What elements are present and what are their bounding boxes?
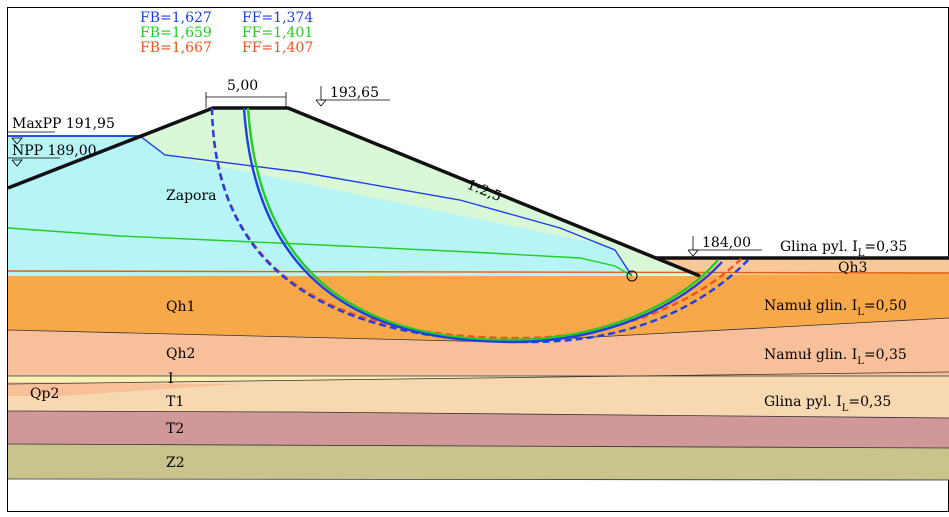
layer-label-t2: T2: [166, 421, 184, 437]
layer-z2: [8, 444, 949, 480]
soil-label-glina-t1: Glina pyl. IL=0,35: [764, 394, 891, 414]
layer-label-qh3: Qh3: [838, 260, 867, 276]
layer-label-qh1: Qh1: [166, 299, 195, 315]
layer-t1: [8, 372, 949, 418]
safety-factors-legend: FB=1,627 FF=1,374 FB=1,659 FF=1,401 FB=1…: [140, 10, 313, 56]
fb-orange: FB=1,667: [140, 40, 212, 56]
phreatic-line-blue: [8, 135, 633, 277]
dam-body-saturated: [8, 136, 632, 276]
layer-label-qh2: Qh2: [166, 346, 195, 362]
npp-label: NPP 189,00: [12, 143, 97, 159]
ff-orange: FF=1,407: [242, 40, 313, 56]
layer-label-z2: Z2: [166, 455, 185, 471]
layer-qh2: [8, 318, 949, 376]
layer-label-zapora: Zapora: [166, 188, 217, 204]
soil-label-glina-top: Glina pyl. IL=0,35: [780, 239, 907, 259]
layer-label-qp2: Qp2: [30, 386, 59, 402]
crest-width-label: 5,00: [227, 78, 258, 94]
layer-label-i: I: [168, 371, 174, 387]
slip-surface-blue: [242, 107, 723, 344]
layer-t2: [8, 411, 949, 448]
layer-label-t1: T1: [166, 394, 184, 410]
ff-green: FF=1,401: [242, 25, 313, 41]
slip-surface-green: [246, 107, 719, 342]
maxpp-label: MaxPP 191,95: [12, 116, 115, 132]
soil-label-namul-2: Namuł glin. IL=0,35: [764, 347, 907, 367]
dam-outline: [7, 106, 701, 278]
ff-blue: FF=1,374: [242, 10, 313, 26]
npp-marker: [11, 159, 23, 167]
maxpp-marker: [11, 137, 23, 145]
fb-green: FB=1,659: [140, 25, 212, 41]
layer-boundaries: [7, 317, 949, 481]
phreatic-line-green: [7, 227, 633, 277]
toe-elev-label: 184,00: [702, 235, 751, 251]
soil-label-namul-1: Namuł glin. IL=0,50: [764, 298, 907, 318]
phreatic-exit-point: [626, 270, 638, 282]
crest-elev-label: 193,65: [330, 85, 379, 101]
layer-qp2: [8, 382, 240, 396]
fb-blue: FB=1,627: [140, 10, 212, 26]
base-line: [7, 270, 949, 274]
